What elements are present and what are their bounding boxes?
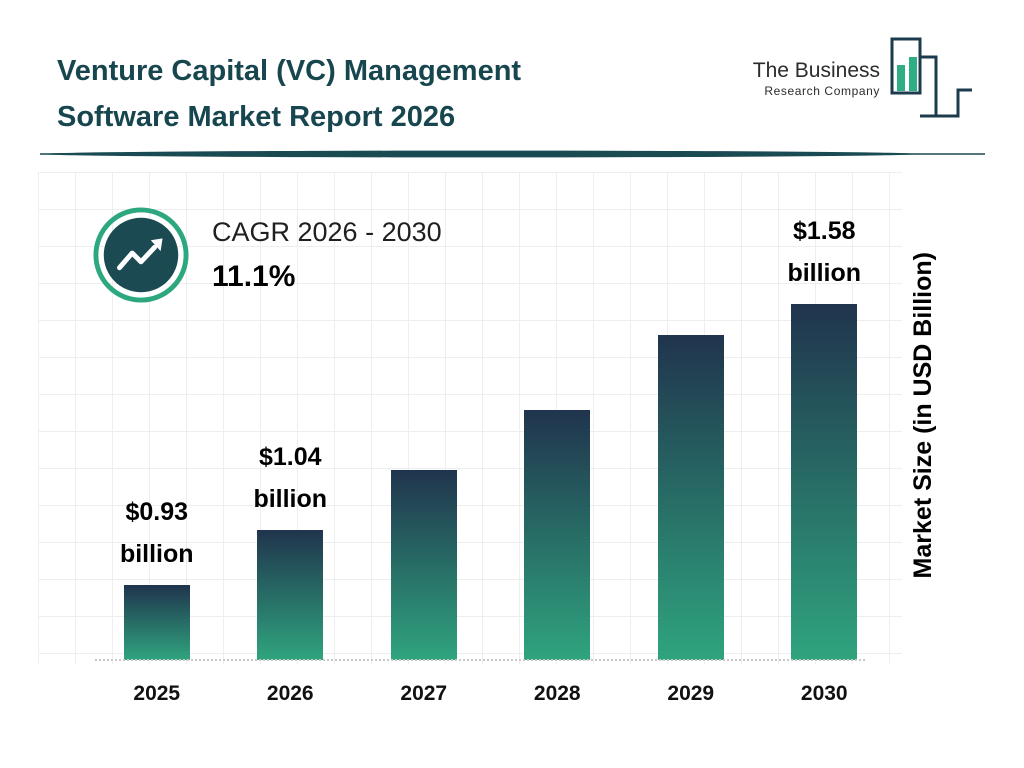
title-line-2: Software Market Report 2026 bbox=[57, 101, 456, 133]
bar-value-amount: $0.93 bbox=[125, 498, 189, 526]
y-axis-title-text: Market Size (in USD Billion) bbox=[908, 251, 937, 579]
x-axis-baseline bbox=[95, 659, 865, 661]
bar bbox=[657, 335, 724, 660]
bar-column: $0.93 billion bbox=[90, 210, 224, 660]
bar-value-unit: billion bbox=[253, 485, 328, 513]
bar-column bbox=[491, 210, 625, 660]
bar bbox=[257, 530, 324, 660]
x-axis-label: 2030 bbox=[800, 682, 848, 705]
bar bbox=[390, 470, 457, 660]
bar-value-amount: $1.04 bbox=[258, 443, 322, 471]
logo-text: The Business Research Company bbox=[753, 59, 880, 98]
bar-column: $1.04 billion bbox=[224, 210, 358, 660]
bar-value-label: $1.58 billion bbox=[787, 210, 861, 294]
logo-subname: Research Company bbox=[764, 83, 880, 98]
x-axis-label: 2028 bbox=[533, 682, 581, 705]
x-axis-label: 2029 bbox=[667, 682, 715, 705]
bar-chart-logo-icon bbox=[890, 37, 972, 118]
x-axis-label: 2026 bbox=[266, 682, 314, 705]
bar-value-label: $1.04 billion bbox=[253, 436, 327, 520]
bar bbox=[524, 410, 591, 660]
cagr-value: 11.1% bbox=[212, 259, 296, 293]
y-axis-title: Market Size (in USD Billion) bbox=[903, 165, 943, 665]
bar bbox=[791, 304, 858, 660]
growth-arrow-icon bbox=[93, 207, 189, 303]
x-axis-label: 2027 bbox=[400, 682, 448, 705]
bars-row: $0.93 billion $1.04 billion $1.58 billion bbox=[90, 210, 891, 660]
divider-line bbox=[40, 150, 985, 158]
bar bbox=[123, 585, 190, 660]
cagr-text: CAGR 2026 - 2030 11.1% bbox=[212, 217, 442, 294]
cagr-block: CAGR 2026 - 2030 11.1% bbox=[92, 206, 442, 304]
bar-column: $1.58 billion bbox=[758, 210, 892, 660]
title-line-1: Venture Capital (VC) Management bbox=[57, 55, 522, 87]
page-title: Venture Capital (VC) Management Software… bbox=[57, 48, 521, 140]
bar-column bbox=[624, 210, 758, 660]
x-axis-label: 2025 bbox=[133, 682, 181, 705]
chart-grid bbox=[38, 172, 902, 664]
bar-value-unit: billion bbox=[787, 259, 862, 287]
bar-value-amount: $1.58 bbox=[792, 217, 856, 245]
x-axis-row: 2025 2026 2027 2028 2029 2030 bbox=[90, 682, 891, 706]
bar-column bbox=[357, 210, 491, 660]
bar-value-unit: billion bbox=[119, 540, 194, 568]
logo: The Business Research Company bbox=[753, 36, 980, 120]
logo-name: The Business bbox=[752, 58, 880, 82]
bar-value-label: $0.93 billion bbox=[120, 491, 194, 575]
cagr-label: CAGR 2026 - 2030 bbox=[212, 216, 442, 247]
